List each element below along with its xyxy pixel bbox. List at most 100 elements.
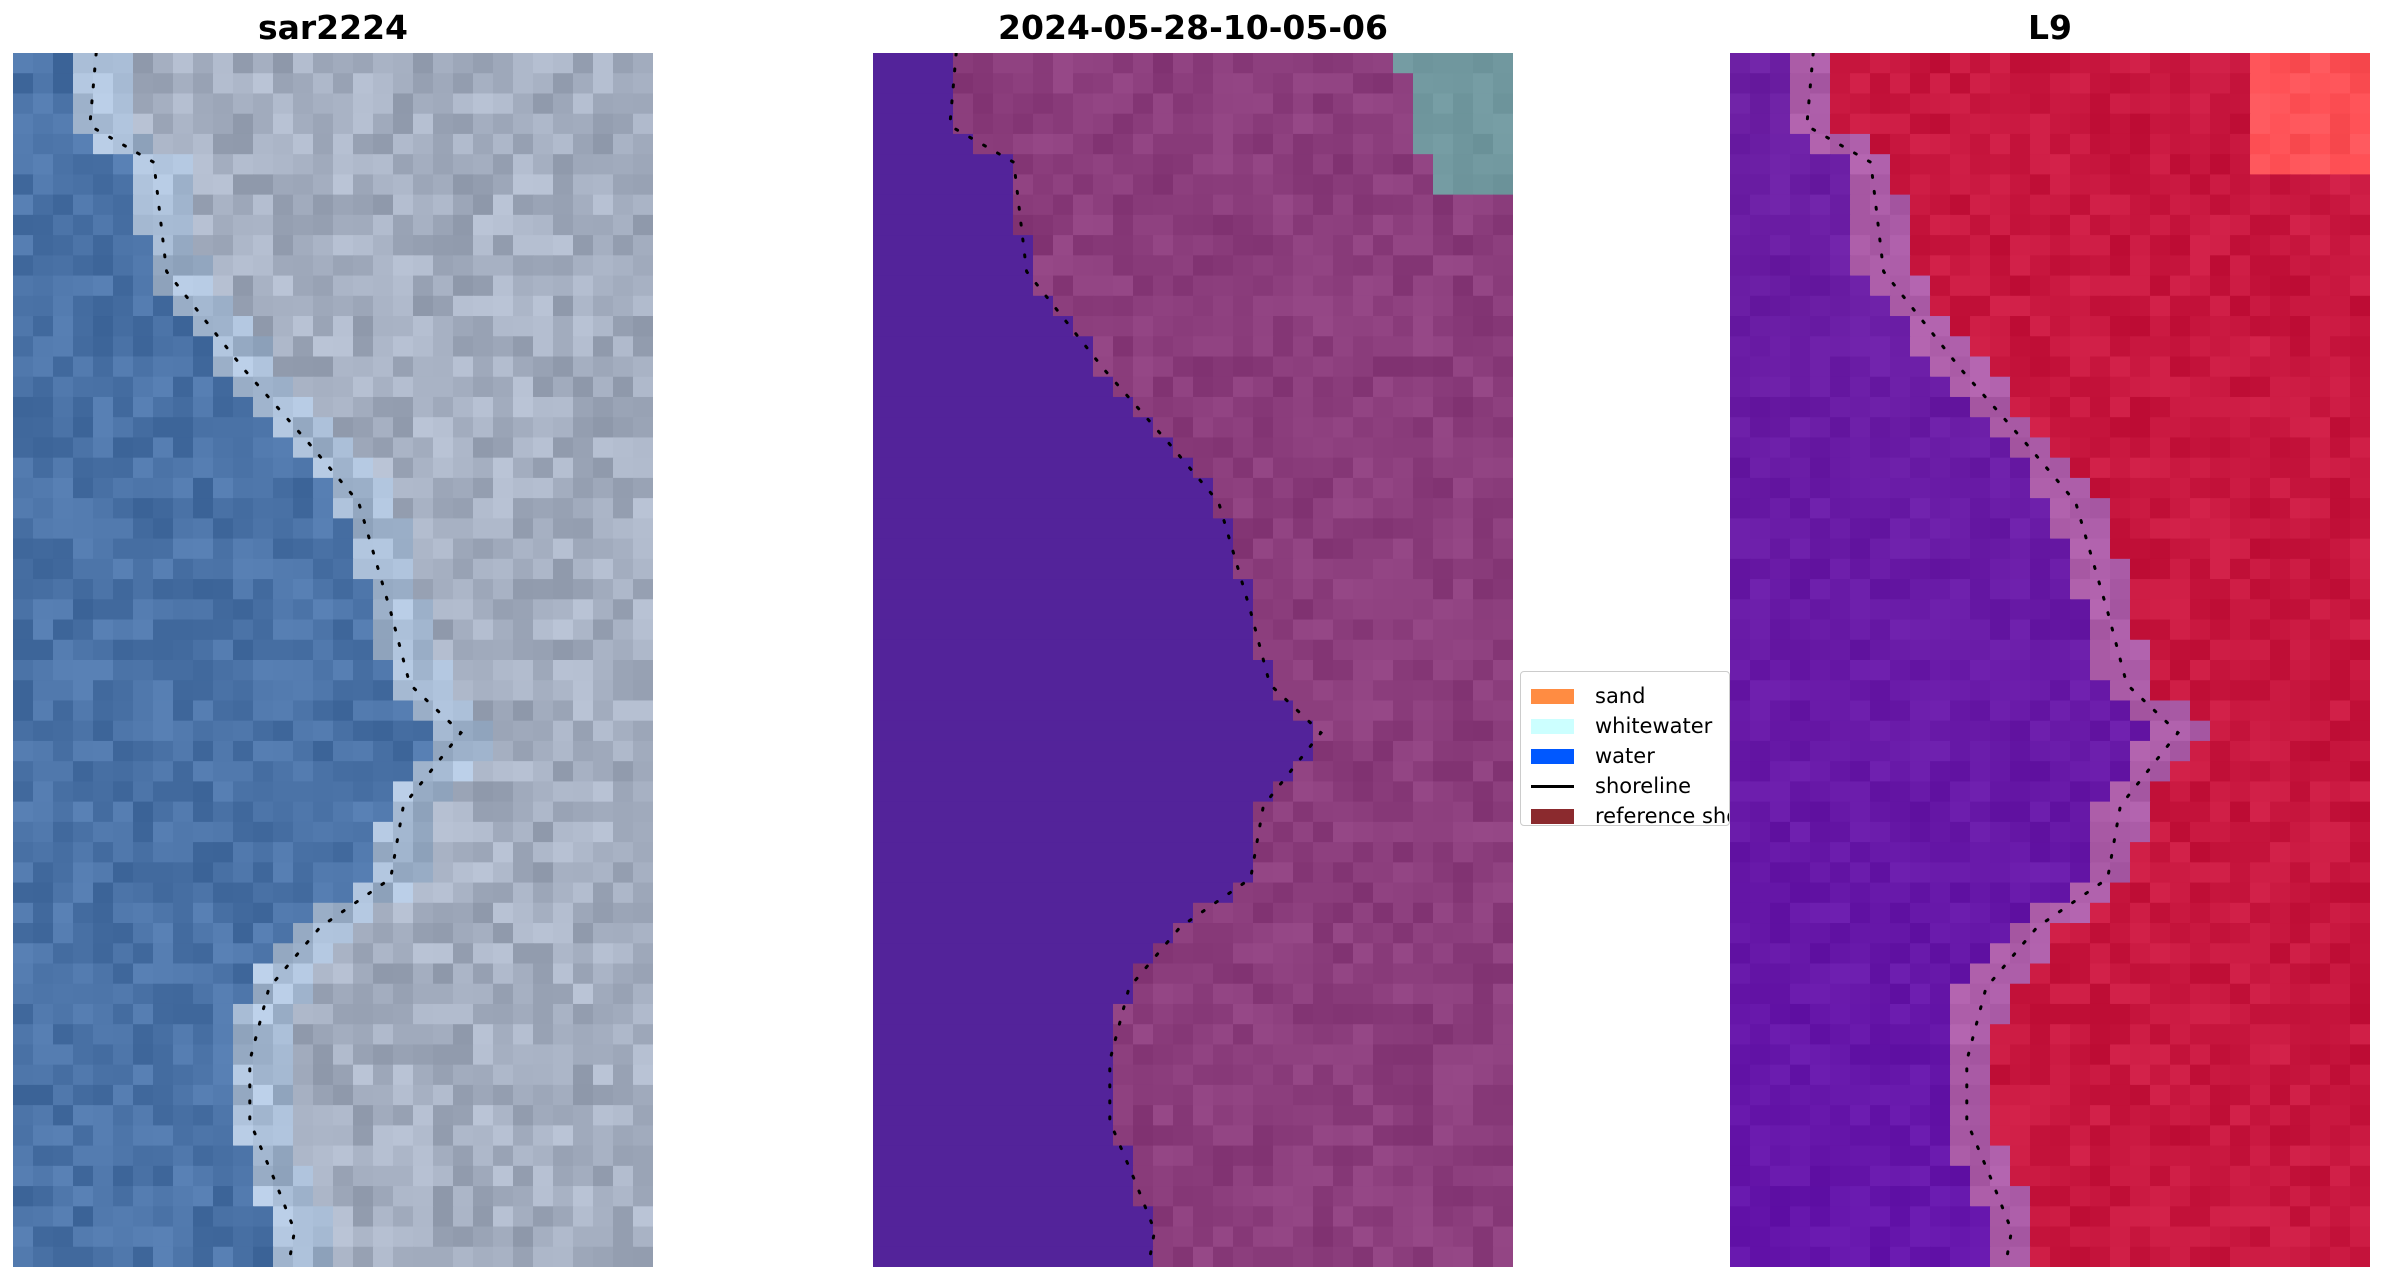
pixel-cell — [973, 255, 994, 277]
pixel-cell — [2030, 518, 2051, 540]
pixel-cell — [13, 1105, 34, 1126]
pixel-cell — [1750, 538, 1771, 560]
pixel-cell — [1930, 295, 1951, 317]
pixel-cell — [1213, 579, 1234, 600]
pixel-cell — [153, 882, 174, 904]
pixel-cell — [953, 740, 974, 762]
pixel-cell — [1433, 1064, 1454, 1086]
pixel-cell — [313, 720, 334, 742]
pixel-cell — [2270, 73, 2291, 95]
pixel-cell — [533, 599, 554, 621]
pixel-cell — [2330, 457, 2351, 479]
pixel-cell — [1453, 862, 1474, 884]
pixel-cell — [1193, 1186, 1214, 1207]
pixel-cell — [1073, 295, 1094, 317]
pixel-cell — [493, 619, 514, 641]
pixel-cell — [1393, 174, 1414, 196]
pixel-cell — [1730, 316, 1751, 337]
pixel-cell — [1113, 781, 1134, 803]
pixel-cell — [1293, 1206, 1314, 1228]
pixel-cell — [1333, 133, 1354, 155]
pixel-cell — [13, 1064, 34, 1086]
pixel-cell — [313, 1125, 334, 1147]
pixel-cell — [453, 983, 474, 1005]
pixel-cell — [253, 53, 274, 74]
pixel-cell — [2230, 477, 2251, 499]
pixel-cell — [113, 821, 134, 843]
pixel-cell — [2110, 740, 2131, 762]
pixel-cell — [2290, 417, 2311, 439]
pixel-cell — [1750, 639, 1771, 661]
pixel-cell — [1433, 275, 1454, 297]
pixel-cell — [1093, 983, 1114, 1005]
pixel-cell — [113, 1064, 134, 1086]
pixel-cell — [493, 761, 514, 782]
pixel-cell — [893, 214, 914, 236]
pixel-cell — [1313, 1145, 1334, 1167]
pixel-cell — [1293, 53, 1314, 74]
pixel-cell — [973, 882, 994, 904]
pixel-cell — [613, 1165, 634, 1187]
pixel-cell — [1333, 235, 1354, 256]
pixel-cell — [1493, 923, 1513, 944]
pixel-cell — [2190, 356, 2211, 378]
pixel-cell — [873, 255, 894, 277]
pixel-cell — [1093, 882, 1114, 904]
pixel-cell — [1293, 943, 1314, 965]
pixel-cell — [573, 862, 594, 884]
pixel-cell — [593, 154, 614, 175]
pixel-cell — [113, 983, 134, 1005]
pixel-cell — [413, 963, 434, 985]
pixel-cell — [1990, 154, 2011, 175]
pixel-cell — [2050, 599, 2071, 621]
pixel-cell — [1113, 1226, 1134, 1248]
pixel-cell — [1213, 214, 1234, 236]
pixel-cell — [2150, 396, 2171, 418]
pixel-cell — [353, 396, 374, 418]
pixel-cell — [1493, 1044, 1513, 1066]
pixel-cell — [1093, 1186, 1114, 1207]
pixel-cell — [2250, 740, 2271, 762]
pixel-cell — [1970, 558, 1991, 580]
pixel-cell — [1053, 943, 1074, 965]
pixel-cell — [2210, 316, 2231, 337]
pixel-cell — [1770, 356, 1791, 378]
pixel-cell — [453, 174, 474, 196]
pixel-cell — [373, 983, 394, 1005]
pixel-cell — [933, 538, 954, 560]
pixel-cell — [2290, 336, 2311, 358]
pixel-cell — [493, 235, 514, 256]
pixel-cell — [2230, 396, 2251, 418]
pixel-cell — [53, 437, 74, 459]
pixel-cell — [973, 862, 994, 884]
pixel-cell — [1810, 194, 1831, 216]
pixel-cell — [1073, 1246, 1094, 1267]
pixel-cell — [293, 801, 314, 823]
pixel-cell — [1113, 639, 1134, 661]
pixel-cell — [513, 1003, 534, 1025]
pixel-cell — [1253, 983, 1274, 1005]
pixel-cell — [193, 457, 214, 479]
pixel-cell — [1493, 558, 1513, 580]
pixel-cell — [613, 720, 634, 742]
pixel-cell — [2010, 396, 2031, 418]
pixel-cell — [133, 457, 154, 479]
pixel-cell — [1730, 639, 1751, 661]
pixel-cell — [1333, 639, 1354, 661]
pixel-cell — [273, 295, 294, 317]
pixel-cell — [1830, 53, 1851, 74]
pixel-cell — [613, 255, 634, 277]
pixel-cell — [73, 599, 94, 621]
pixel-cell — [253, 902, 274, 924]
pixel-cell — [233, 882, 254, 904]
pixel-cell — [1810, 295, 1831, 317]
pixel-cell — [413, 761, 434, 782]
pixel-cell — [313, 1105, 334, 1126]
pixel-cell — [1193, 73, 1214, 95]
pixel-cell — [113, 902, 134, 924]
pixel-cell — [2050, 93, 2071, 115]
pixel-cell — [1053, 1003, 1074, 1025]
pixel-cell — [1850, 740, 1871, 762]
pixel-cell — [1910, 73, 1931, 95]
pixel-cell — [2130, 457, 2151, 479]
